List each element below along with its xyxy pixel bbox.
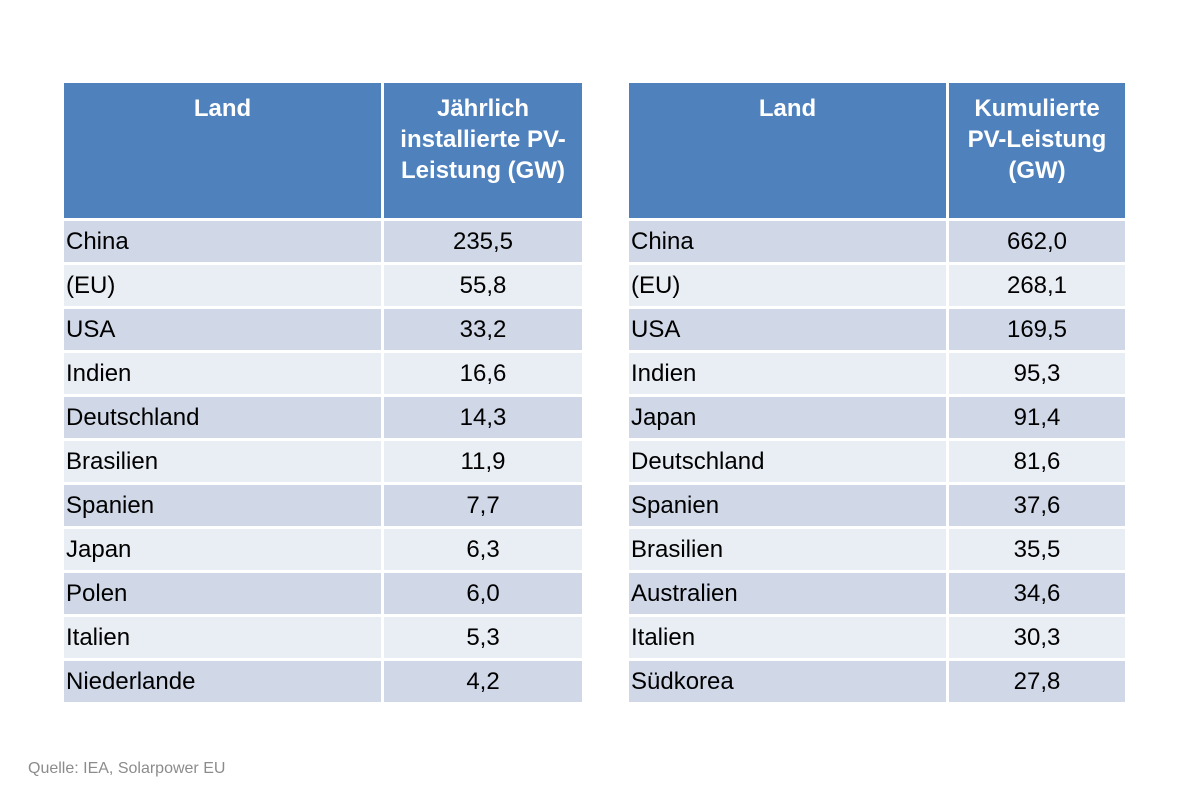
table-row: Italien 5,3 xyxy=(64,617,582,658)
table-body: China 662,0 (EU) 268,1 USA 169,5 Indien 95,3 Jap… xyxy=(629,221,1125,702)
capacity-cell: 11,9 xyxy=(384,441,582,482)
capacity-cell: 6,3 xyxy=(384,529,582,570)
table-row: Japan 6,3 xyxy=(64,529,582,570)
annual-pv-table: Land Jährlich installierte PV-Leistung (… xyxy=(61,80,585,705)
country-cell: China xyxy=(64,221,381,262)
table-row: Japan 91,4 xyxy=(629,397,1125,438)
capacity-cell: 662,0 xyxy=(949,221,1125,262)
table-row: Indien 95,3 xyxy=(629,353,1125,394)
country-cell: Brasilien xyxy=(64,441,381,482)
header-country: Land xyxy=(629,83,946,218)
capacity-cell: 55,8 xyxy=(384,265,582,306)
table-row: China 235,5 xyxy=(64,221,582,262)
capacity-cell: 14,3 xyxy=(384,397,582,438)
header-annual-capacity: Jährlich installierte PV-Leistung (GW) xyxy=(384,83,582,218)
table-row: Spanien 7,7 xyxy=(64,485,582,526)
cumulative-pv-table: Land Kumulierte PV-Leistung (GW) China 66… xyxy=(626,80,1128,705)
header-cumulative-capacity: Kumulierte PV-Leistung (GW) xyxy=(949,83,1125,218)
table-row: Australien 34,6 xyxy=(629,573,1125,614)
table-row: Südkorea 27,8 xyxy=(629,661,1125,702)
country-cell: Spanien xyxy=(629,485,946,526)
capacity-cell: 91,4 xyxy=(949,397,1125,438)
country-cell: USA xyxy=(629,309,946,350)
country-cell: Brasilien xyxy=(629,529,946,570)
country-cell: Polen xyxy=(64,573,381,614)
table-row: (EU) 55,8 xyxy=(64,265,582,306)
table-row: (EU) 268,1 xyxy=(629,265,1125,306)
table-row: Brasilien 35,5 xyxy=(629,529,1125,570)
country-cell: Deutschland xyxy=(64,397,381,438)
country-cell: (EU) xyxy=(64,265,381,306)
table-row: Polen 6,0 xyxy=(64,573,582,614)
table-row: Indien 16,6 xyxy=(64,353,582,394)
capacity-cell: 16,6 xyxy=(384,353,582,394)
table-row: Deutschland 14,3 xyxy=(64,397,582,438)
header-row: Land Kumulierte PV-Leistung (GW) xyxy=(629,83,1125,218)
capacity-cell: 4,2 xyxy=(384,661,582,702)
table-row: Spanien 37,6 xyxy=(629,485,1125,526)
country-cell: Indien xyxy=(629,353,946,394)
capacity-cell: 33,2 xyxy=(384,309,582,350)
country-cell: Italien xyxy=(629,617,946,658)
table-row: Niederlande 4,2 xyxy=(64,661,582,702)
country-cell: Australien xyxy=(629,573,946,614)
country-cell: Japan xyxy=(64,529,381,570)
country-cell: Italien xyxy=(64,617,381,658)
source-note: Quelle: IEA, Solarpower EU xyxy=(28,760,226,777)
capacity-cell: 6,0 xyxy=(384,573,582,614)
country-cell: Spanien xyxy=(64,485,381,526)
country-cell: China xyxy=(629,221,946,262)
country-cell: Indien xyxy=(64,353,381,394)
country-cell: Japan xyxy=(629,397,946,438)
capacity-cell: 169,5 xyxy=(949,309,1125,350)
table-row: USA 33,2 xyxy=(64,309,582,350)
capacity-cell: 7,7 xyxy=(384,485,582,526)
country-cell: Niederlande xyxy=(64,661,381,702)
table-row: Italien 30,3 xyxy=(629,617,1125,658)
capacity-cell: 81,6 xyxy=(949,441,1125,482)
capacity-cell: 95,3 xyxy=(949,353,1125,394)
header-row: Land Jährlich installierte PV-Leistung (… xyxy=(64,83,582,218)
capacity-cell: 34,6 xyxy=(949,573,1125,614)
table-row: Brasilien 11,9 xyxy=(64,441,582,482)
table-row: USA 169,5 xyxy=(629,309,1125,350)
capacity-cell: 235,5 xyxy=(384,221,582,262)
table-body: China 235,5 (EU) 55,8 USA 33,2 Indien 16,6 Deuts… xyxy=(64,221,582,702)
country-cell: Südkorea xyxy=(629,661,946,702)
capacity-cell: 268,1 xyxy=(949,265,1125,306)
capacity-cell: 37,6 xyxy=(949,485,1125,526)
capacity-cell: 30,3 xyxy=(949,617,1125,658)
country-cell: (EU) xyxy=(629,265,946,306)
capacity-cell: 5,3 xyxy=(384,617,582,658)
country-cell: Deutschland xyxy=(629,441,946,482)
capacity-cell: 35,5 xyxy=(949,529,1125,570)
header-country: Land xyxy=(64,83,381,218)
table-row: China 662,0 xyxy=(629,221,1125,262)
capacity-cell: 27,8 xyxy=(949,661,1125,702)
country-cell: USA xyxy=(64,309,381,350)
table-row: Deutschland 81,6 xyxy=(629,441,1125,482)
